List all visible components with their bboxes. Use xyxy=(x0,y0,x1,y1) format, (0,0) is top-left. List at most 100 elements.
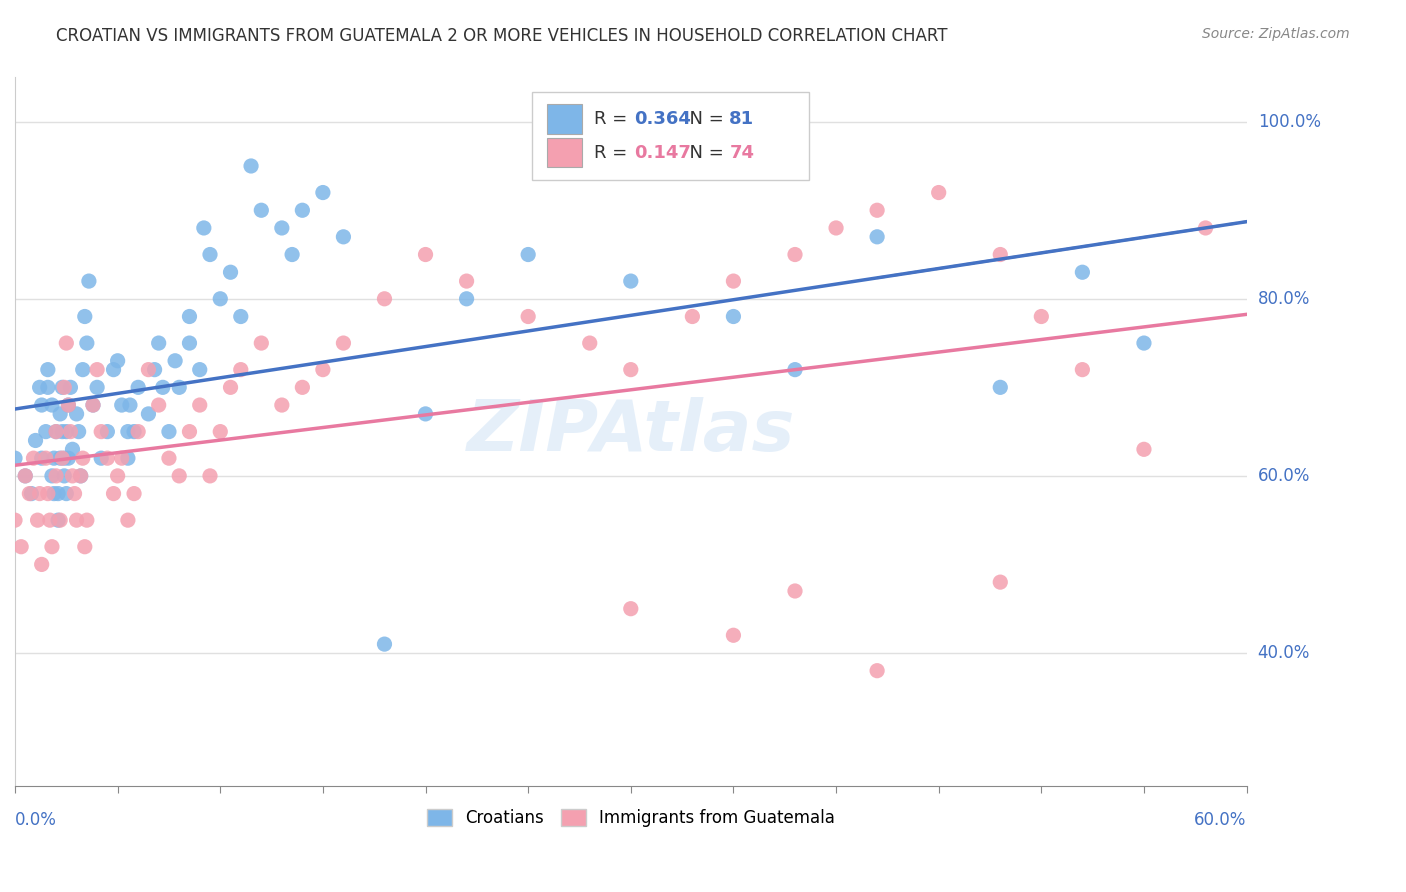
Point xyxy=(76,336,98,351)
Point xyxy=(250,203,273,218)
Point xyxy=(107,353,129,368)
Point xyxy=(783,584,806,599)
Point xyxy=(14,469,37,483)
Text: ZIPAtlas: ZIPAtlas xyxy=(467,397,794,467)
Point xyxy=(281,247,304,261)
Point xyxy=(122,486,145,500)
Point xyxy=(219,265,242,279)
Point xyxy=(291,203,314,218)
Point xyxy=(41,469,63,483)
Point xyxy=(723,274,745,288)
Point xyxy=(179,425,201,439)
Point xyxy=(59,425,82,439)
Point xyxy=(179,310,201,324)
Point xyxy=(72,451,94,466)
Point xyxy=(41,540,63,554)
Point xyxy=(783,362,806,376)
Point xyxy=(122,425,145,439)
Point xyxy=(49,451,72,466)
Point xyxy=(51,380,73,394)
Point xyxy=(167,469,190,483)
Point xyxy=(82,398,104,412)
Point xyxy=(58,398,80,412)
Text: N =: N = xyxy=(678,144,730,161)
Point xyxy=(117,451,139,466)
Point xyxy=(49,513,72,527)
Point xyxy=(157,425,180,439)
Point xyxy=(1133,442,1156,457)
Point xyxy=(291,380,314,394)
Point xyxy=(148,336,170,351)
Point xyxy=(42,451,65,466)
Point xyxy=(229,310,252,324)
Point xyxy=(22,451,45,466)
Point xyxy=(111,451,134,466)
Point xyxy=(67,425,90,439)
Point xyxy=(55,336,77,351)
Point xyxy=(46,513,69,527)
Point xyxy=(4,451,27,466)
Point xyxy=(59,380,82,394)
Point xyxy=(270,398,292,412)
Point xyxy=(270,221,292,235)
Point xyxy=(415,247,437,261)
Point xyxy=(24,434,46,448)
Point xyxy=(928,186,950,200)
Point xyxy=(209,292,232,306)
Point xyxy=(51,451,73,466)
Bar xyxy=(547,104,582,134)
Point xyxy=(37,486,59,500)
Point xyxy=(73,540,96,554)
Point xyxy=(1071,265,1094,279)
Point xyxy=(18,486,41,500)
Point xyxy=(31,558,53,572)
Point xyxy=(55,425,77,439)
Text: 100.0%: 100.0% xyxy=(1258,112,1320,131)
Point xyxy=(148,398,170,412)
Point xyxy=(825,221,848,235)
Point xyxy=(165,353,187,368)
Point xyxy=(53,469,76,483)
Point xyxy=(118,398,141,412)
Point xyxy=(988,247,1011,261)
Point xyxy=(229,362,252,376)
Point xyxy=(27,513,49,527)
Point xyxy=(1194,221,1216,235)
Point xyxy=(35,451,58,466)
Point xyxy=(96,451,118,466)
Point xyxy=(456,292,478,306)
Text: 40.0%: 40.0% xyxy=(1258,644,1310,662)
Point xyxy=(20,486,42,500)
Point xyxy=(517,247,540,261)
Point xyxy=(415,407,437,421)
Point xyxy=(103,486,125,500)
Point xyxy=(65,407,87,421)
Point xyxy=(188,362,211,376)
Point xyxy=(620,362,643,376)
Point xyxy=(73,310,96,324)
Text: R =: R = xyxy=(593,111,633,128)
Point xyxy=(127,425,149,439)
Point xyxy=(138,407,160,421)
Point xyxy=(332,336,354,351)
Text: N =: N = xyxy=(678,111,730,128)
Point xyxy=(127,380,149,394)
Point xyxy=(866,664,889,678)
Text: 0.364: 0.364 xyxy=(634,111,692,128)
Point xyxy=(28,486,51,500)
Point xyxy=(45,425,67,439)
Point xyxy=(69,469,91,483)
Point xyxy=(72,362,94,376)
Point xyxy=(90,425,112,439)
Point xyxy=(90,451,112,466)
Point xyxy=(45,469,67,483)
Point xyxy=(620,274,643,288)
Point xyxy=(517,310,540,324)
Point xyxy=(866,229,889,244)
Point xyxy=(988,380,1011,394)
Point xyxy=(578,336,600,351)
Text: 60.0%: 60.0% xyxy=(1194,811,1247,829)
Point xyxy=(198,247,221,261)
Point xyxy=(219,380,242,394)
Point xyxy=(31,398,53,412)
